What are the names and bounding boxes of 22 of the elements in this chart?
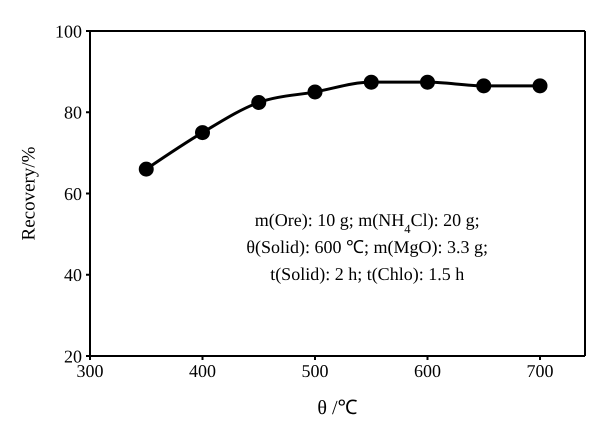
y-tick-label: 60 (64, 184, 82, 204)
y-tick-label: 100 (55, 21, 82, 42)
x-tick-label: 600 (414, 360, 441, 381)
point (532, 78, 548, 94)
y-tick-label: 20 (64, 346, 82, 366)
x-tick-label: 400 (189, 360, 216, 381)
point (195, 125, 210, 140)
annotation: m(Ore): 10 g; m(NH$_{4}$Cl): 20 g; (254, 210, 480, 236)
annotation: t(Solid): 2 h; t(Chlo): 1.5 h (270, 264, 464, 284)
y-tick-label: 80 (64, 102, 82, 123)
annotation: θ(Solid): 600 ℃; m(MgO): 3.3 g; (246, 237, 488, 257)
y-axis-title: Recovery/% (18, 146, 40, 240)
x-tick-label: 500 (302, 360, 328, 381)
point (251, 95, 266, 110)
x-axis-title: θ /℃ (317, 397, 358, 419)
x-tick-label: 700 (526, 360, 554, 381)
y-tick-label: 40 (64, 265, 82, 286)
point (138, 162, 154, 177)
point (364, 74, 379, 90)
point (476, 78, 492, 94)
point (420, 74, 435, 90)
point (308, 84, 322, 100)
